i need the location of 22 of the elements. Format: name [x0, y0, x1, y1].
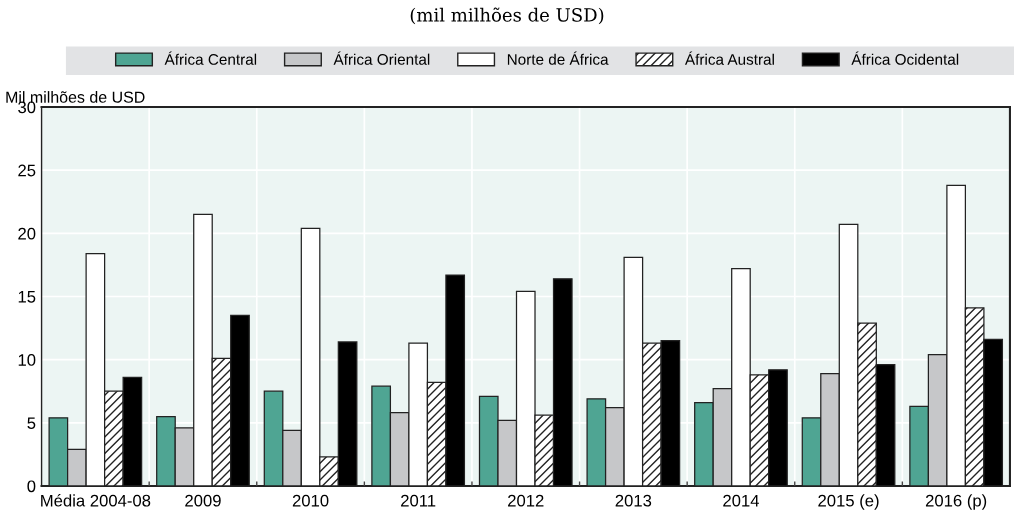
y-tick-label: 5: [27, 417, 36, 430]
chart-subtitle: (mil milhões de USD): [410, 7, 604, 25]
legend-label: África Ocidental: [851, 51, 959, 65]
x-tick-label: 2014: [723, 494, 759, 507]
x-tick-label: 2011: [401, 494, 436, 507]
x-tick-label: 2016 (p): [925, 494, 987, 510]
legend-label: África Central: [164, 51, 257, 65]
y-tick-label: 10: [18, 354, 36, 366]
y-tick-label: 15: [18, 291, 36, 303]
legend-label: Norte de África: [507, 51, 609, 65]
y-tick-label: 25: [18, 164, 36, 177]
x-tick-label: 2010: [292, 494, 329, 507]
y-tick-label: 30: [18, 101, 36, 114]
x-tick-label: 2012: [508, 494, 544, 507]
y-tick-label: 20: [18, 227, 36, 240]
x-tick-label: 2009: [185, 494, 221, 507]
legend-label: África Oriental: [333, 51, 430, 65]
legend-label: África Austral: [684, 51, 774, 65]
x-tick-label: 2013: [615, 494, 652, 507]
y-tick-label: 0: [27, 480, 36, 493]
x-tick-label: Média 2004-08: [41, 494, 151, 507]
x-tick-label: 2015 (e): [818, 494, 879, 510]
